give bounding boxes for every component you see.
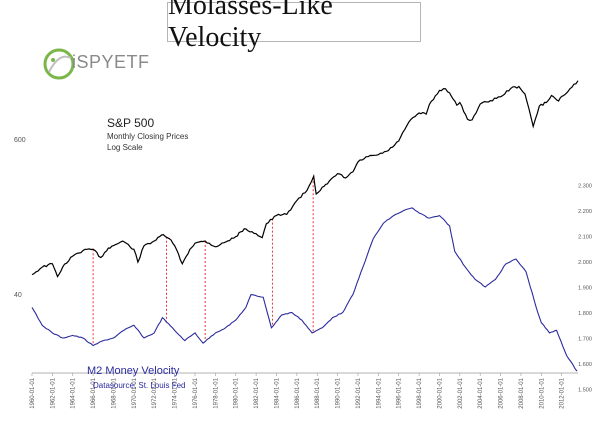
chart-title: Molasses-Like Velocity (167, 0, 421, 53)
logo: iSPYETF (42, 46, 172, 82)
sp500-scale-note: Log Scale (107, 143, 143, 152)
x-tick-label: 1964-01-01 (71, 377, 77, 408)
x-tick-label: 1960-01-01 (30, 377, 36, 408)
x-tick-label: 2004-01-01 (478, 377, 484, 408)
x-tick-label: 1984-01-01 (274, 377, 280, 408)
x-tick-label: 1992-01-01 (356, 377, 362, 408)
x-tick-label: 1996-01-01 (397, 377, 403, 408)
sp500-subtitle: Monthly Closing Prices (107, 132, 189, 141)
sp500-label: S&P 500 (107, 116, 155, 130)
right-tick-label: 2.100 (578, 235, 592, 241)
x-tick-label: 1990-01-01 (336, 377, 342, 408)
right-tick-label: 2.000 (578, 260, 592, 266)
left-tick-label: 40 (14, 292, 22, 299)
velocity-source: Datasource: St. Louis Fed (93, 381, 186, 390)
x-tick-label: 2006-01-01 (499, 377, 505, 408)
logo-icon (43, 48, 75, 80)
x-tick-label: 1986-01-01 (295, 377, 301, 408)
x-tick-label: 1978-01-01 (213, 377, 219, 408)
x-tick-label: 1982-01-01 (254, 377, 260, 408)
x-tick-label: 1972-01-01 (152, 377, 158, 408)
x-tick-label: 1974-01-01 (173, 377, 179, 408)
velocity-label: M2 Money Velocity (87, 365, 180, 377)
x-tick-label: 1968-01-01 (111, 377, 117, 408)
right-tick-label: 1.600 (578, 362, 592, 368)
x-tick-label: 2008-01-01 (519, 377, 525, 408)
x-tick-label: 1988-01-01 (315, 377, 321, 408)
x-tick-label: 1966-01-01 (91, 377, 97, 408)
series-line-sp500 (31, 80, 579, 278)
x-tick-label: 2010-01-01 (539, 377, 545, 408)
right-tick-label: 1.900 (578, 286, 592, 292)
x-tick-label: 1980-01-01 (234, 377, 240, 408)
x-tick-label: 2012-01-01 (560, 377, 566, 408)
x-tick-label: 1962-01-01 (50, 377, 56, 408)
right-tick-label: 2.200 (578, 209, 592, 215)
x-tick-label: 1976-01-01 (193, 377, 199, 408)
right-tick-label: 1.700 (578, 337, 592, 343)
x-tick-label: 2000-01-01 (437, 377, 443, 408)
logo-text: iSPYETF (72, 52, 150, 72)
x-tick-label: 1970-01-01 (132, 377, 138, 408)
series-line-velocity (31, 207, 578, 372)
right-tick-label: 2.300 (578, 184, 592, 190)
right-tick-label: 1.500 (578, 388, 592, 394)
x-tick-label: 1994-01-01 (376, 377, 382, 408)
left-tick-label: 600 (14, 137, 26, 144)
x-tick-label: 2002-01-01 (458, 377, 464, 408)
right-tick-label: 1.800 (578, 311, 592, 317)
x-tick-label: 1998-01-01 (417, 377, 423, 408)
